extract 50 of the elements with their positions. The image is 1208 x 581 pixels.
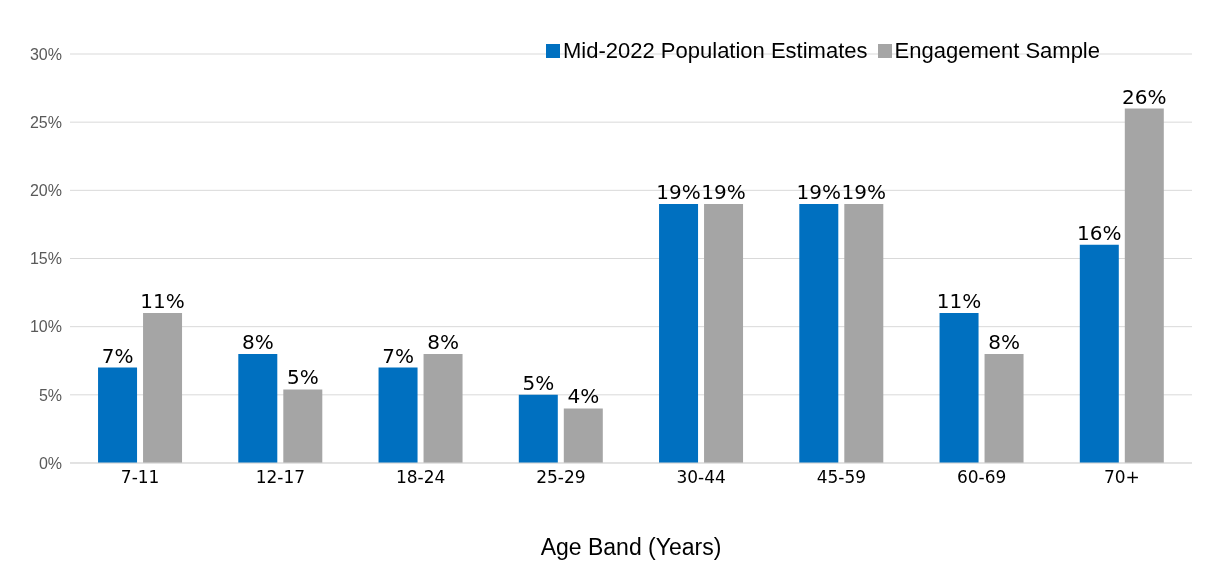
data-label: 19% [656, 179, 701, 204]
bar [143, 313, 183, 463]
bar [799, 203, 839, 463]
data-label: 8% [241, 329, 274, 354]
y-tick-label: 15% [29, 250, 62, 268]
bar [423, 353, 463, 463]
y-tick-label: 10% [29, 318, 62, 336]
bar [1124, 108, 1164, 463]
x-tick-label: 30-44 [676, 467, 726, 488]
bar [98, 367, 138, 463]
legend-label: Mid-2022 Population Estimates [563, 38, 868, 64]
x-tick-label: 12-17 [255, 467, 306, 488]
bar [563, 408, 603, 463]
bar [844, 203, 884, 463]
x-tick-label: 70+ [1103, 467, 1140, 488]
data-label: 11% [140, 289, 185, 314]
x-tick-label: 18-24 [395, 467, 446, 488]
x-tick-label: 60-69 [956, 467, 1007, 488]
x-tick-label: 7-11 [120, 467, 160, 488]
bar [984, 353, 1024, 463]
data-label: 5% [522, 370, 555, 395]
x-tick-label: 25-29 [536, 467, 586, 488]
bar [659, 203, 699, 463]
x-tick-label: 45-59 [816, 467, 867, 488]
data-label: 7% [382, 343, 414, 368]
data-label: 8% [427, 329, 459, 354]
data-label: 19% [701, 179, 746, 204]
bar [283, 389, 323, 463]
y-tick-label: 0% [38, 454, 62, 472]
data-label: 7% [101, 343, 134, 368]
bar [378, 367, 418, 463]
legend-label: Engagement Sample [894, 38, 1100, 64]
data-label: 19% [796, 179, 842, 204]
data-label: 26% [1122, 84, 1167, 109]
bar [1079, 244, 1119, 463]
data-label: 5% [286, 365, 319, 390]
bar [518, 394, 558, 463]
bar [704, 203, 744, 463]
bar [238, 353, 278, 463]
y-tick-label: 20% [29, 182, 62, 200]
x-axis-title: Age Band (Years) [539, 534, 723, 561]
data-label: 19% [841, 179, 887, 204]
y-tick-label: 5% [38, 386, 62, 404]
bar [939, 313, 979, 463]
data-label: 16% [1077, 220, 1122, 245]
data-label: 8% [988, 329, 1020, 354]
y-tick-label: 25% [29, 113, 62, 131]
data-label: 11% [936, 289, 982, 314]
data-label: 4% [567, 384, 600, 409]
y-tick-label: 30% [29, 45, 62, 63]
